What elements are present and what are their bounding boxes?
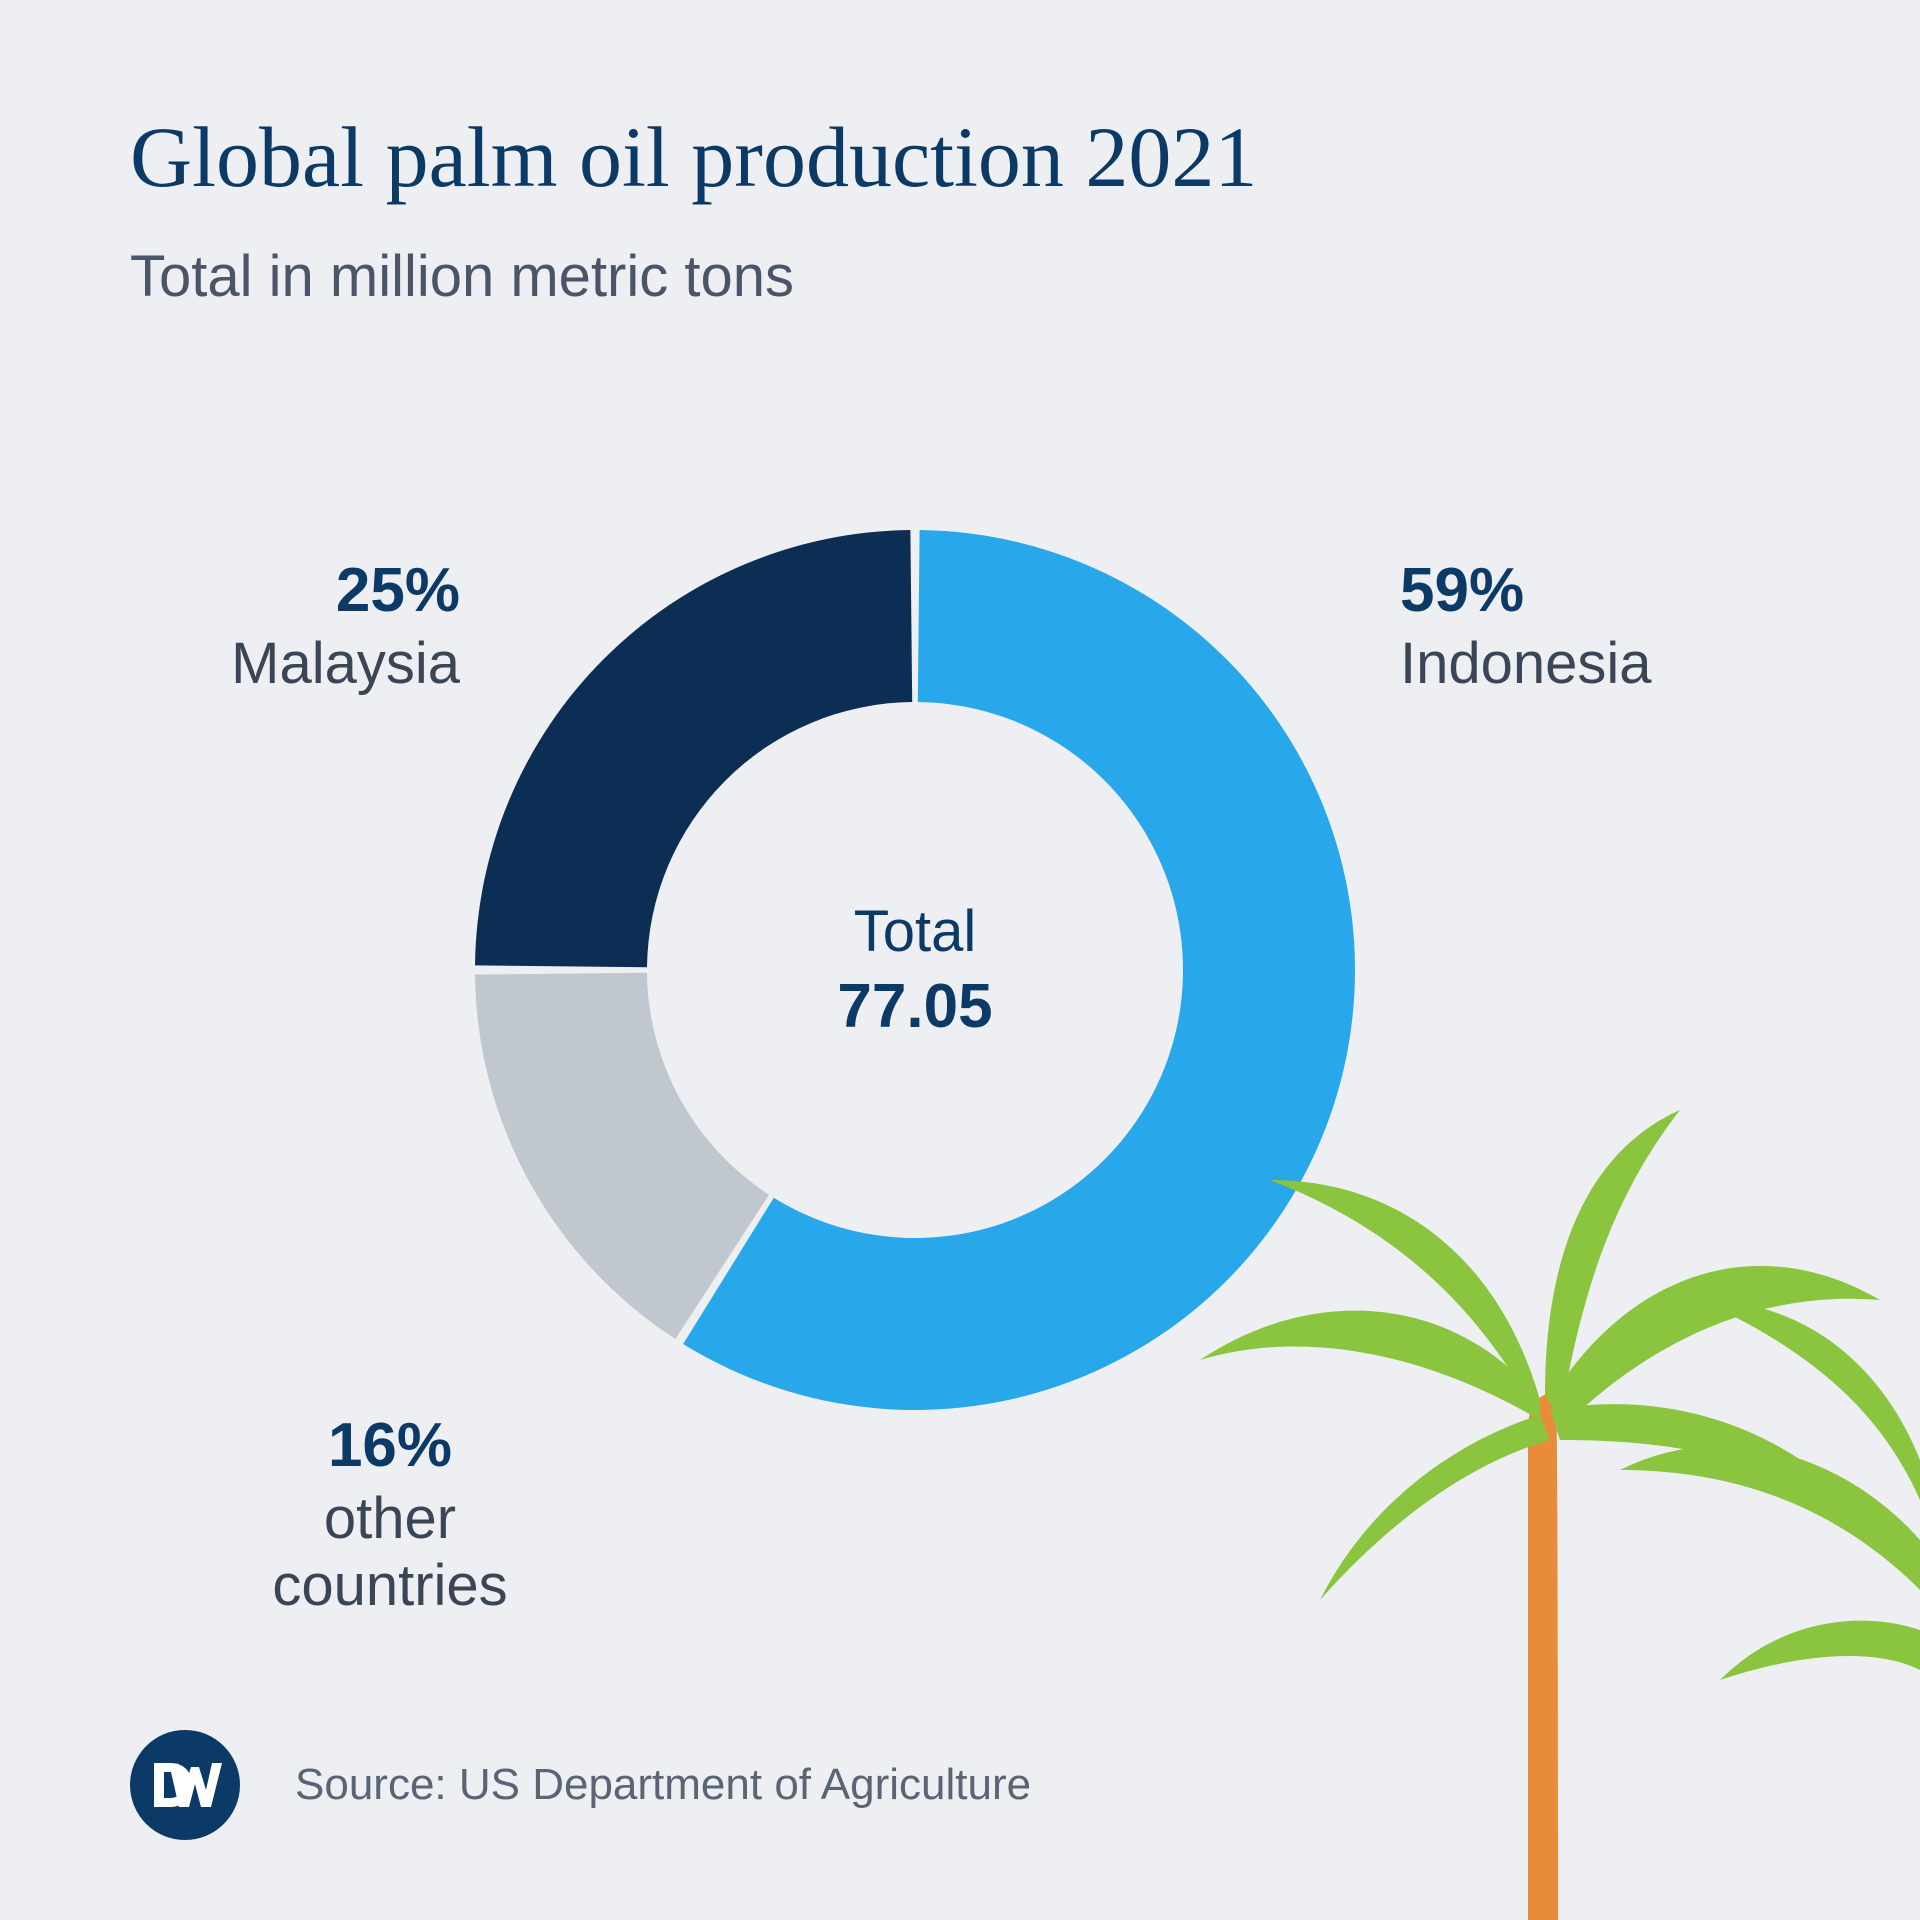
slice-label-other: 16% other countries — [220, 1410, 560, 1619]
slice-label-indonesia: 59% Indonesia — [1400, 555, 1652, 697]
slice-pct-other: 16% — [220, 1410, 560, 1481]
slice-pct-malaysia: 25% — [140, 555, 460, 626]
footer: Source: US Department of Agriculture — [130, 1730, 1031, 1840]
slice-name-malaysia: Malaysia — [140, 630, 460, 697]
slice-label-malaysia: 25% Malaysia — [140, 555, 460, 697]
slice-name-other: other countries — [220, 1485, 560, 1619]
chart-title: Global palm oil production 2021 — [130, 110, 1790, 205]
slice-pct-indonesia: 59% — [1400, 555, 1652, 626]
chart-subtitle: Total in million metric tons — [130, 243, 1790, 310]
chart-area: Total 77.05 59% Indonesia 25% Malaysia 1… — [0, 470, 1920, 1570]
infographic-container: Global palm oil production 2021 Total in… — [0, 0, 1920, 1920]
slice-name-indonesia: Indonesia — [1400, 630, 1652, 697]
donut-chart — [475, 530, 1355, 1410]
source-text: Source: US Department of Agriculture — [295, 1760, 1031, 1810]
dw-logo-icon — [130, 1730, 240, 1840]
